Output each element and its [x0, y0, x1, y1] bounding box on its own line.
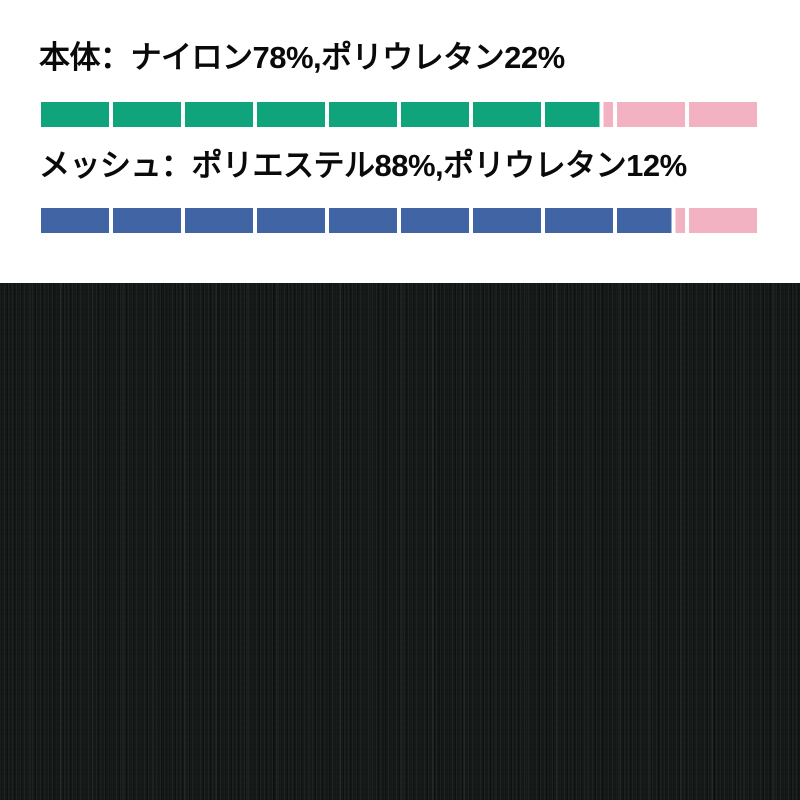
bar-segment [329, 102, 397, 127]
fabric-swatch-image [0, 283, 800, 800]
bar-segment [113, 208, 181, 233]
bar-segment [545, 208, 613, 233]
composition-bar-mesh [41, 208, 757, 233]
bar-segment [401, 208, 469, 233]
bar-segment [113, 102, 181, 127]
composition-label-body: 本体：ナイロン78%,ポリウレタン22% [39, 40, 565, 75]
bar-segment [185, 102, 253, 127]
composition-label-mesh: メッシュ：ポリエステル88%,ポリウレタン12% [39, 148, 687, 183]
bar-segment [689, 102, 757, 127]
bar-segment [41, 102, 109, 127]
bar-segment [257, 102, 325, 127]
bar-segment [545, 102, 613, 127]
bar-segment [617, 102, 685, 127]
composition-bar-body [41, 102, 757, 127]
bar-segment [689, 208, 757, 233]
bar-segment [617, 208, 685, 233]
bar-segment [41, 208, 109, 233]
bar-segment [257, 208, 325, 233]
bar-segment [329, 208, 397, 233]
bar-segment [473, 208, 541, 233]
bar-segment [185, 208, 253, 233]
bar-segment [401, 102, 469, 127]
bar-segment [473, 102, 541, 127]
